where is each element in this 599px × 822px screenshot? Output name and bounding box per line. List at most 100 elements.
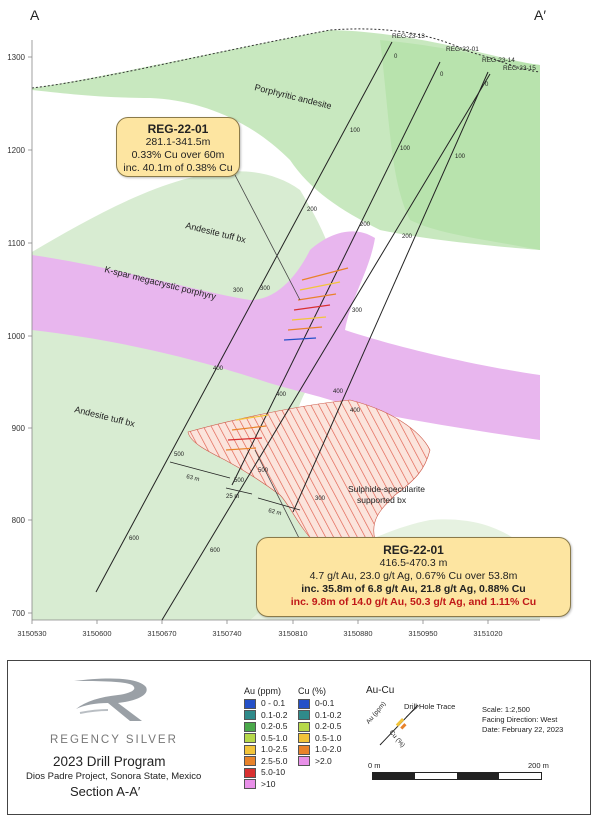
project-name: Dios Padre Project, Sonora State, Mexico — [26, 771, 202, 782]
depth-label: 500 — [234, 478, 245, 484]
depth-label: 0 — [485, 82, 489, 88]
cu-swatch — [298, 733, 310, 744]
depth-label: 100 — [400, 146, 411, 152]
au-swatch — [244, 744, 256, 755]
cu-legend-title: Cu (%) — [298, 686, 327, 696]
au-legend-label: 2.5-5.0 — [261, 755, 288, 766]
depth-label: 400 — [276, 392, 287, 398]
spacing-label: 25 m — [226, 494, 239, 500]
y-label: 1200 — [7, 146, 25, 155]
callout-top-title: REG-22-01 — [147, 122, 209, 136]
aucu-title: Au-Cu — [366, 685, 395, 696]
depth-label: 400 — [333, 389, 344, 395]
hole-reg-23-13 — [95, 41, 393, 593]
au-swatch — [244, 698, 256, 709]
cu-legend-item: 0-0.1 — [298, 698, 341, 710]
callout-bottom-line-red: inc. 9.8m of 14.0 g/t Au, 50.3 g/t Ag, a… — [290, 596, 537, 608]
porphyritic-andesite-light — [380, 40, 540, 250]
au-swatch — [244, 733, 256, 744]
au-swatch — [244, 779, 256, 790]
au-legend-label: 0.2-0.5 — [261, 721, 288, 731]
x-label: 3150670 — [147, 629, 176, 638]
depth-label: 600 — [210, 548, 221, 554]
callout-bottom-title: REG-22-01 — [383, 543, 444, 557]
cu-legend-label: 0.2-0.5 — [315, 721, 342, 731]
cu-swatch — [298, 744, 310, 755]
hole-reg-23-15 — [161, 73, 491, 621]
au-legend-item: 0.2-0.5 — [244, 721, 287, 733]
depth-label: 400 — [213, 366, 224, 372]
company-logo — [74, 678, 147, 721]
au-legend-item: >10 — [244, 779, 287, 791]
section-name: Section A-A′ — [70, 784, 141, 799]
au-legend-item: 0.1-0.2 — [244, 710, 287, 722]
depth-label: 200 — [360, 222, 371, 228]
x-label: 3150810 — [278, 629, 307, 638]
au-swatch — [244, 756, 256, 767]
au-legend-item: 0.5-1.0 — [244, 733, 287, 745]
unit-label-sulphide-2: supported bx — [357, 495, 407, 505]
company-name: REGENCY SILVER — [50, 734, 178, 746]
au-swatch — [244, 721, 256, 732]
spacing-label: 63 m — [186, 474, 200, 483]
cu-legend: Cu (%) 0-0.1 0.1-0.2 0.2-0.5 0.5-1.0 1.0-2.0… — [298, 686, 341, 767]
program-title: 2023 Drill Program — [53, 754, 166, 769]
cu-legend-item: 1.0-2.0 — [298, 744, 341, 756]
hole-label-reg-23-14: REG-23-14 — [482, 57, 515, 64]
drill-holes — [95, 41, 491, 621]
y-ticks — [28, 56, 32, 614]
sulphide-breccia-zone — [187, 399, 431, 549]
scale-bar-end: 200 m — [528, 761, 549, 770]
au-legend-label: 0.1-0.2 — [261, 709, 288, 720]
assay-ticks — [225, 267, 349, 451]
depth-label: 100 — [350, 128, 361, 134]
cu-legend-label: 0.5-1.0 — [315, 732, 342, 743]
facing-text: Facing Direction: West — [482, 715, 558, 724]
spacing-measures — [169, 461, 301, 511]
au-legend-item: 2.5-5.0 — [244, 756, 287, 768]
callout-bottom: REG-22-01 416.5-470.3 m 4.7 g/t Au, 23.0… — [256, 537, 571, 617]
topography-line — [31, 28, 541, 89]
cu-legend-item: 0.5-1.0 — [298, 733, 341, 745]
drill-trace-diagram — [379, 704, 421, 746]
depth-label: 100 — [455, 154, 466, 160]
depth-label: 400 — [350, 408, 361, 414]
cu-swatch — [298, 698, 310, 709]
y-label: 1100 — [8, 239, 26, 248]
x-label: 3150530 — [17, 629, 46, 638]
x-label: 3150740 — [212, 629, 241, 638]
x-label: 3151020 — [473, 629, 502, 638]
kspar-porphyry-zone — [32, 231, 540, 440]
spacing-label: 62 m — [268, 508, 282, 517]
x-ticks — [31, 620, 489, 624]
trace-label: Drill Hole Trace — [404, 702, 456, 711]
au-legend-label: 0 - 0.1 — [261, 698, 286, 708]
depth-label: 500 — [174, 452, 185, 458]
date-text: Date: February 22, 2023 — [482, 725, 564, 734]
au-legend: Au (ppm) 0 - 0.1 0.1-0.2 0.2-0.5 0.5-1.0 1.0… — [244, 686, 287, 790]
leader-lines — [234, 174, 301, 541]
depth-label: 0 — [440, 72, 444, 78]
x-label: 3150880 — [343, 629, 372, 638]
cu-legend-item: 0.1-0.2 — [298, 710, 341, 722]
callout-top: REG-22-01 281.1-341.5m 0.33% Cu over 60m… — [116, 117, 240, 177]
depth-label: 600 — [129, 536, 140, 542]
hole-label-reg-23-15: REG-23-15 — [503, 65, 536, 72]
legend-panel: REGENCY SILVER 2023 Drill Program Dios P… — [7, 660, 591, 815]
au-swatch — [244, 710, 256, 721]
scale-bar — [372, 772, 542, 780]
section-letter-right: A′ — [534, 7, 546, 23]
au-legend-title: Au (ppm) — [244, 686, 282, 696]
au-swatch — [244, 767, 256, 778]
depth-label: 300 — [352, 308, 363, 314]
au-legend-item: 5.0-10 — [244, 767, 287, 779]
depth-label: 200 — [402, 234, 413, 240]
cu-swatch — [298, 710, 310, 721]
x-axis-labels: 3150530 3150600 3150670 3150740 3150810 … — [17, 629, 502, 638]
cu-legend-label: >2.0 — [315, 755, 332, 766]
section-letter-left: A — [30, 7, 40, 23]
cross-section-map: 1300 1200 1100 1000 900 800 700 3150530 … — [7, 7, 546, 638]
cu-legend-item: 0.2-0.5 — [298, 721, 341, 733]
depth-label: 500 — [258, 468, 269, 474]
au-legend-item: 1.0-2.5 — [244, 744, 287, 756]
